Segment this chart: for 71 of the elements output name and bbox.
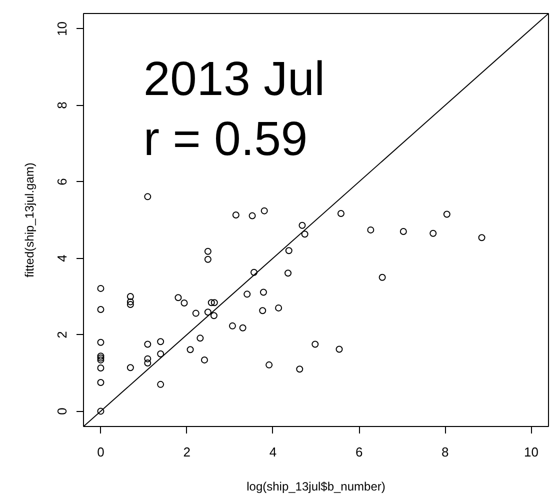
- annotation: r = 0.59: [143, 112, 308, 166]
- x-axis-title: log(ship_13jul$b_number): [246, 480, 386, 494]
- y-tick-label: 0: [54, 408, 70, 415]
- x-tick-label: 0: [97, 444, 104, 460]
- point: [260, 207, 268, 214]
- point: [97, 306, 104, 313]
- point: [126, 292, 134, 300]
- point: [144, 340, 152, 348]
- point: [260, 288, 267, 296]
- point: [144, 360, 152, 367]
- point: [266, 361, 273, 368]
- x-tick-label: 10: [524, 444, 539, 460]
- point: [97, 379, 104, 386]
- point: [478, 234, 486, 242]
- point: [248, 212, 256, 220]
- point: [312, 340, 319, 348]
- point: [97, 364, 104, 372]
- point: [97, 352, 104, 360]
- y-tick-label: 8: [54, 102, 70, 109]
- x-tick-label: 8: [442, 444, 449, 460]
- point: [443, 210, 450, 218]
- point: [196, 334, 204, 342]
- point: [228, 322, 236, 330]
- point: [210, 299, 218, 306]
- point: [126, 298, 134, 306]
- point: [298, 222, 306, 229]
- x-tick-label: 6: [355, 444, 363, 460]
- x-tick-label: 4: [269, 444, 277, 460]
- point: [97, 408, 104, 415]
- point: [204, 256, 212, 263]
- point: [210, 312, 218, 320]
- point: [285, 247, 292, 254]
- point: [144, 193, 152, 200]
- x-tick-label: 2: [183, 444, 190, 460]
- y-tick-label: 2: [54, 331, 70, 338]
- point: [180, 299, 188, 306]
- point: [239, 324, 246, 332]
- y-tick-label: 10: [54, 22, 70, 36]
- y-tick-label: 6: [54, 178, 70, 186]
- point: [204, 248, 212, 255]
- point: [232, 212, 240, 219]
- point: [378, 274, 386, 281]
- point: [296, 366, 304, 373]
- point: [208, 299, 215, 306]
- point: [192, 310, 200, 317]
- point: [259, 307, 266, 314]
- point: [126, 301, 134, 308]
- point: [157, 350, 164, 358]
- point: [174, 294, 182, 302]
- point: [336, 346, 343, 353]
- point: [337, 210, 344, 217]
- point: [157, 338, 164, 346]
- point: [144, 355, 152, 362]
- annotation: 2013 Jul: [143, 53, 325, 106]
- point: [284, 270, 292, 277]
- y-axis-title: fitted(ship_13jul.gam): [22, 162, 36, 278]
- point: [301, 230, 308, 238]
- point: [400, 228, 407, 235]
- point: [430, 230, 437, 237]
- y-tick-label: 4: [54, 254, 70, 262]
- point: [367, 226, 374, 234]
- point: [204, 308, 212, 316]
- point: [157, 380, 164, 388]
- point: [186, 346, 194, 354]
- point: [97, 338, 104, 346]
- point: [244, 290, 251, 298]
- point: [97, 284, 104, 292]
- point: [126, 364, 134, 372]
- point: [250, 268, 258, 276]
- point: [200, 356, 208, 364]
- point: [275, 304, 282, 312]
